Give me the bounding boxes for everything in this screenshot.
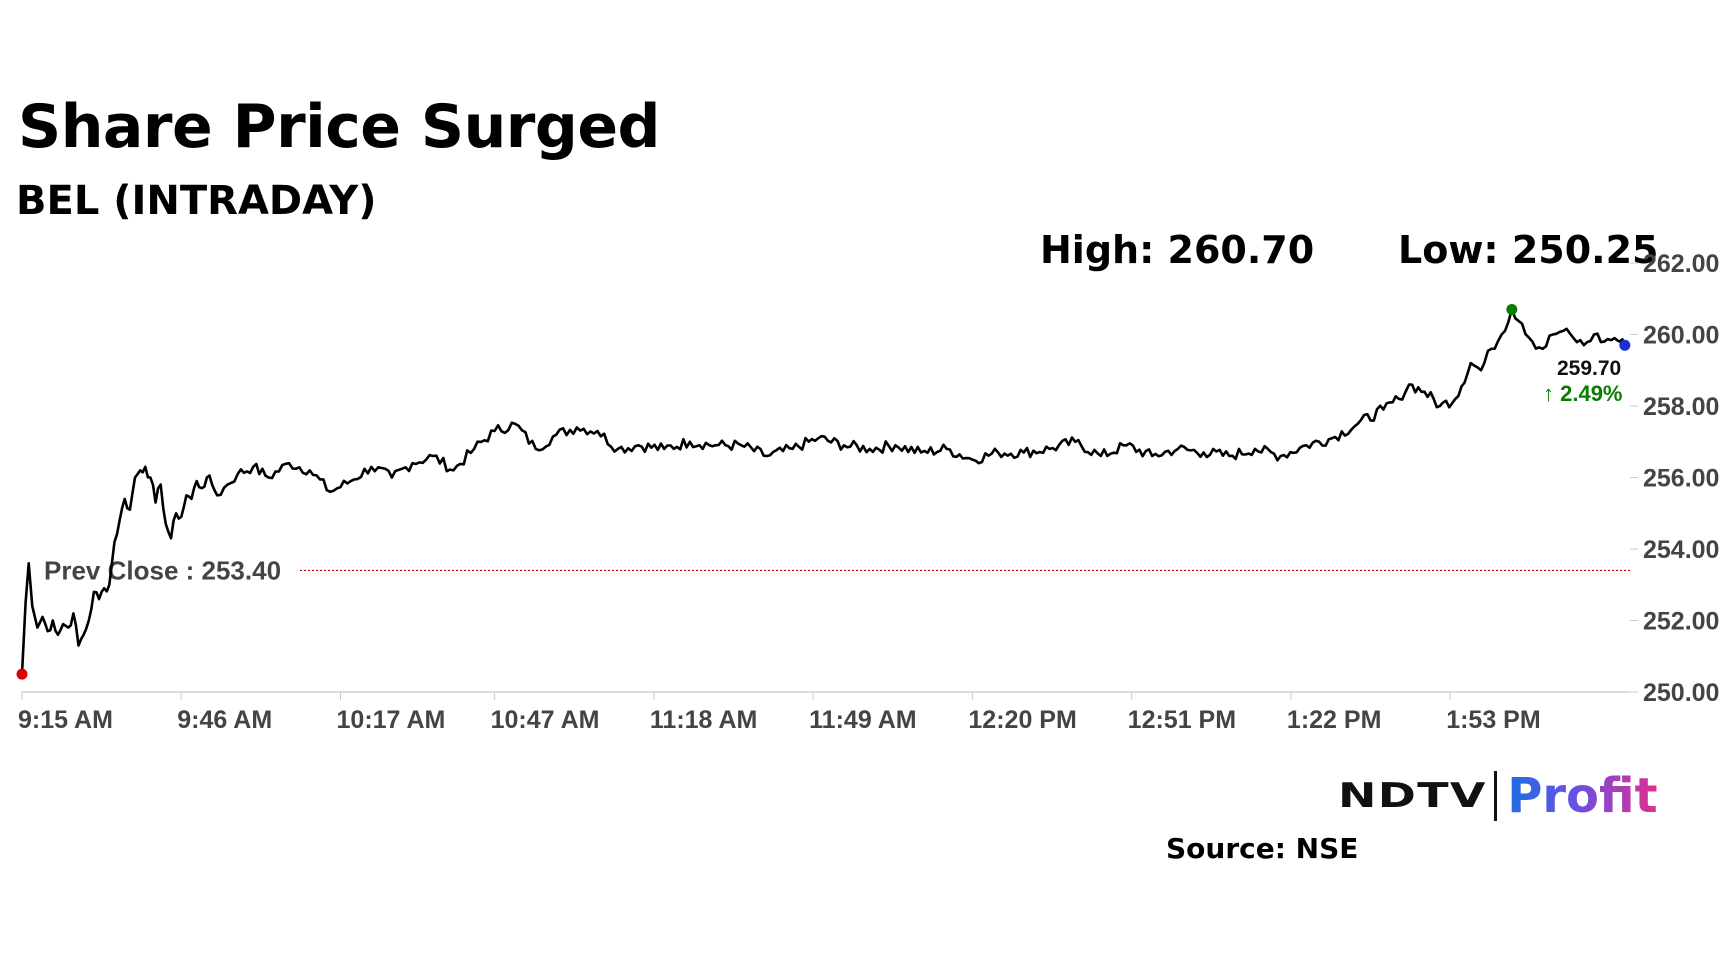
x-tick-label: 9:46 AM: [177, 706, 272, 734]
y-tick-label: 254.00: [1643, 536, 1719, 564]
y-tick-label: 250.00: [1643, 679, 1719, 707]
x-tick-label: 11:49 AM: [809, 706, 916, 734]
last-price-label: 259.70: [1557, 357, 1621, 380]
logo-ndtv-text: NDTV: [1338, 776, 1487, 816]
y-tick-label: 258.00: [1643, 393, 1719, 421]
x-tick-label: 1:22 PM: [1287, 706, 1381, 734]
chart-title: Share Price Surged: [18, 92, 660, 162]
high-marker: [1506, 303, 1518, 315]
y-tick-label: 256.00: [1643, 465, 1719, 493]
x-axis: 9:15 AM 9:46 AM 10:17 AM 10:47 AM 11:18 AM 11…: [18, 692, 1541, 734]
low-marker: [16, 668, 28, 680]
x-tick-label: 12:20 PM: [968, 706, 1076, 734]
x-tick-label: 11:18 AM: [650, 706, 757, 734]
x-tick-label: 12:51 PM: [1128, 706, 1236, 734]
change-label: ↑ 2.49%: [1543, 381, 1623, 406]
y-tick-label: 260.00: [1643, 322, 1719, 350]
x-tick-label: 1:53 PM: [1446, 706, 1540, 734]
logo-profit-text: Profit: [1507, 768, 1658, 824]
x-tick-label: 9:15 AM: [18, 706, 113, 734]
chart-subtitle: BEL (INTRADAY): [16, 178, 377, 224]
ndtv-profit-logo: NDTV Profit: [1338, 768, 1658, 824]
y-tick-label: 252.00: [1643, 608, 1719, 636]
last-price-marker: [1619, 339, 1631, 351]
prev-close-label: Prev Close : 253.40: [44, 555, 281, 585]
x-tick-label: 10:47 AM: [491, 706, 600, 734]
high-label: High: 260.70: [1040, 228, 1315, 272]
logo-divider: [1494, 771, 1498, 821]
source-note: Source: NSE: [1166, 832, 1359, 865]
y-tick-label: 262.00: [1643, 250, 1719, 278]
low-label: Low: 250.25: [1398, 228, 1659, 272]
price-line: [20, 308, 1627, 675]
x-tick-label: 10:17 AM: [337, 706, 446, 734]
y-axis: 250.00 252.00 254.00 256.00 258.00 260.00 262.…: [1630, 250, 1719, 707]
